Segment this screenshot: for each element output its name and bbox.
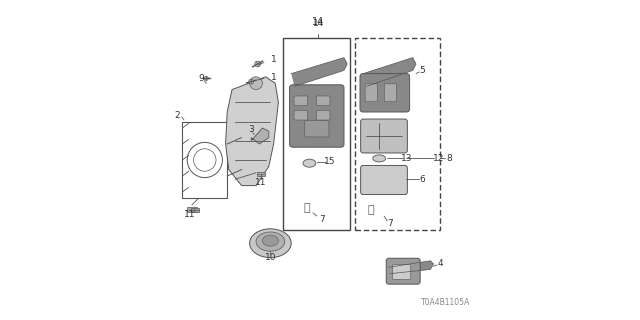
Polygon shape — [226, 77, 278, 186]
Text: 15: 15 — [324, 157, 335, 166]
FancyBboxPatch shape — [317, 96, 330, 106]
Text: 14: 14 — [313, 19, 324, 28]
Text: 2: 2 — [175, 111, 180, 120]
Ellipse shape — [303, 159, 316, 167]
FancyBboxPatch shape — [365, 84, 378, 102]
Polygon shape — [251, 128, 269, 144]
Text: 9: 9 — [199, 74, 204, 83]
Polygon shape — [191, 208, 200, 212]
Polygon shape — [187, 207, 197, 212]
FancyBboxPatch shape — [393, 265, 411, 279]
Polygon shape — [291, 58, 347, 86]
Text: 14: 14 — [312, 17, 324, 27]
FancyBboxPatch shape — [361, 165, 408, 195]
Ellipse shape — [250, 229, 291, 258]
Text: 8: 8 — [447, 154, 452, 163]
Polygon shape — [364, 58, 416, 86]
Text: 5: 5 — [420, 66, 425, 75]
FancyBboxPatch shape — [361, 119, 408, 153]
FancyBboxPatch shape — [294, 96, 307, 106]
Ellipse shape — [262, 235, 278, 246]
Text: 4: 4 — [437, 260, 443, 268]
Text: 11: 11 — [255, 178, 266, 187]
Circle shape — [250, 77, 262, 90]
FancyBboxPatch shape — [384, 84, 397, 102]
Text: 11: 11 — [184, 210, 195, 219]
Text: 13: 13 — [401, 154, 412, 163]
Polygon shape — [257, 172, 265, 177]
Text: 12: 12 — [433, 154, 444, 163]
Text: 1: 1 — [271, 55, 276, 64]
Text: 10: 10 — [265, 253, 276, 262]
Text: 6: 6 — [420, 175, 425, 184]
Text: 7: 7 — [388, 220, 393, 228]
Circle shape — [205, 76, 209, 80]
Text: ⎓: ⎓ — [304, 203, 310, 213]
FancyBboxPatch shape — [387, 258, 420, 284]
FancyBboxPatch shape — [305, 121, 329, 137]
FancyBboxPatch shape — [294, 110, 307, 120]
Text: 1: 1 — [271, 73, 276, 82]
Text: ⎓: ⎓ — [368, 205, 374, 215]
Circle shape — [249, 79, 253, 84]
Ellipse shape — [256, 232, 285, 251]
Text: 3: 3 — [248, 125, 254, 134]
Polygon shape — [388, 261, 434, 274]
Text: T0A4B1105A: T0A4B1105A — [421, 298, 470, 307]
Text: 7: 7 — [319, 215, 324, 224]
FancyBboxPatch shape — [360, 74, 410, 112]
FancyBboxPatch shape — [317, 110, 330, 120]
Circle shape — [255, 61, 260, 67]
Ellipse shape — [373, 155, 385, 162]
FancyBboxPatch shape — [290, 85, 344, 147]
